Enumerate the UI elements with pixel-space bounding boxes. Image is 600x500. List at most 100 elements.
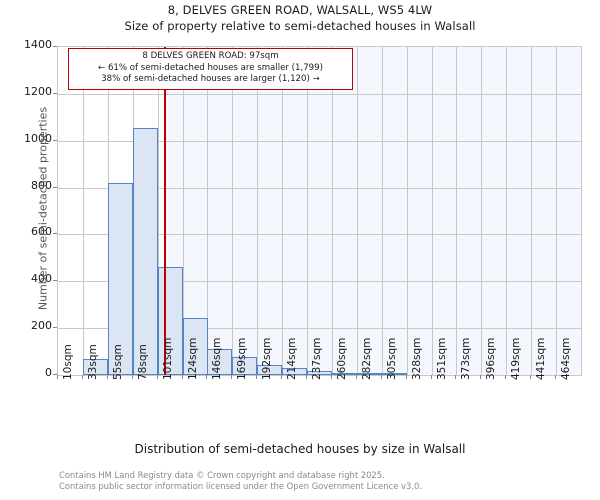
plot-area: [57, 46, 582, 376]
y-axis-tick-mark: [53, 92, 57, 94]
gridline-vertical: [382, 47, 383, 375]
gridline-vertical: [332, 47, 333, 375]
x-axis-tick-label: 419sqm: [510, 338, 522, 380]
gridline-vertical: [357, 47, 358, 375]
y-axis-title: Number of semi-detached properties: [36, 106, 50, 311]
gridline-vertical: [456, 47, 457, 375]
x-axis-tick-mark: [431, 375, 432, 379]
x-axis-tick-label: 55sqm: [112, 344, 124, 380]
x-axis-tick-label: 441sqm: [535, 338, 547, 380]
x-axis-tick-label: 146sqm: [211, 338, 223, 380]
gridline-vertical: [232, 47, 233, 375]
gridline-vertical: [432, 47, 433, 375]
x-axis-tick-mark: [206, 375, 207, 379]
x-axis-tick-mark: [157, 375, 158, 379]
y-axis-tick-mark: [53, 186, 57, 188]
x-axis-tick-label: 305sqm: [386, 338, 398, 380]
gridline-horizontal: [58, 94, 581, 95]
x-axis-tick-label: 396sqm: [485, 338, 497, 380]
x-axis-tick-label: 260sqm: [336, 338, 348, 380]
x-axis-tick-mark: [331, 375, 332, 379]
x-axis-tick-label: 192sqm: [261, 338, 273, 380]
x-axis-tick-label: 33sqm: [87, 344, 99, 380]
x-axis-tick-label: 351sqm: [436, 338, 448, 380]
callout-line-property: 8 DELVES GREEN ROAD: 97sqm: [142, 51, 279, 61]
histogram-bar: [133, 128, 158, 375]
histogram-bar: [207, 349, 232, 375]
larger-properties-shaded-region: [164, 47, 581, 375]
x-axis-tick-label: 101sqm: [162, 338, 174, 380]
x-axis-tick-mark: [256, 375, 257, 379]
attribution-footer: Contains HM Land Registry data © Crown c…: [59, 470, 599, 491]
x-axis-tick-mark: [505, 375, 506, 379]
x-axis-tick-label: 237sqm: [311, 338, 323, 380]
histogram-bar: [332, 373, 357, 375]
x-axis-tick-mark: [455, 375, 456, 379]
x-axis-title: Distribution of semi-detached houses by …: [134, 442, 466, 456]
x-axis-tick-label: 328sqm: [411, 338, 423, 380]
x-axis-tick-mark: [480, 375, 481, 379]
y-axis-tick-label: 1000: [24, 131, 52, 145]
gridline-horizontal: [58, 281, 581, 282]
gridline-vertical: [183, 47, 184, 375]
histogram-bar: [307, 371, 332, 375]
gridline-vertical: [257, 47, 258, 375]
gridline-horizontal: [58, 328, 581, 329]
gridline-vertical: [556, 47, 557, 375]
plot-inner: [58, 47, 581, 375]
callout-line-smaller: ← 61% of semi-detached houses are smalle…: [98, 62, 323, 73]
x-axis-tick-label: 10sqm: [62, 344, 74, 380]
histogram-bar: [257, 365, 282, 375]
gridline-horizontal: [58, 141, 581, 142]
y-axis-tick-mark: [53, 280, 57, 282]
y-axis-tick-mark: [53, 233, 57, 235]
x-axis-tick-mark: [132, 375, 133, 379]
x-axis-tick-mark: [107, 375, 108, 379]
x-axis-tick-label: 282sqm: [361, 338, 373, 380]
x-axis-tick-mark: [231, 375, 232, 379]
gridline-vertical: [282, 47, 283, 375]
histogram-bar: [282, 368, 307, 375]
callout-line-larger: 38% of semi-detached houses are larger (…: [101, 74, 320, 85]
gridline-vertical: [481, 47, 482, 375]
x-axis-tick-mark: [306, 375, 307, 379]
x-axis-tick-mark: [381, 375, 382, 379]
gridline-vertical: [531, 47, 532, 375]
x-axis-tick-mark: [281, 375, 282, 379]
y-axis-tick-label: 800: [31, 178, 52, 192]
y-axis-tick-label: 400: [31, 272, 52, 286]
footer-line-1: Contains HM Land Registry data © Crown c…: [59, 470, 385, 480]
x-axis-tick-mark: [57, 375, 58, 379]
gridline-horizontal: [58, 234, 581, 235]
y-axis-tick-label: 0: [45, 366, 52, 379]
histogram-bar: [108, 183, 133, 375]
x-axis-tick-label: 373sqm: [460, 338, 472, 380]
x-axis-tick-mark: [530, 375, 531, 379]
y-axis-tick-label: 1400: [24, 38, 52, 51]
x-axis-tick-label: 78sqm: [137, 344, 149, 380]
y-axis-tick-mark: [53, 374, 57, 375]
x-axis-tick-mark: [406, 375, 407, 379]
y-axis-tick-label: 600: [31, 225, 52, 239]
chart-subtitle: Size of property relative to semi-detach…: [124, 19, 476, 33]
x-axis-tick-mark: [356, 375, 357, 379]
gridline-vertical: [158, 47, 159, 375]
chart-title-block: 8, DELVES GREEN ROAD, WALSALL, WS5 4LW S…: [0, 2, 600, 34]
footer-line-2: Contains public sector information licen…: [59, 480, 422, 491]
property-marker-callout: 8 DELVES GREEN ROAD: 97sqm ← 61% of semi…: [68, 48, 353, 90]
x-axis-tick-label: 169sqm: [236, 338, 248, 380]
gridline-horizontal: [58, 188, 581, 189]
histogram-bar: [357, 373, 382, 375]
y-axis-tick-label: 200: [31, 319, 52, 333]
gridline-vertical: [407, 47, 408, 375]
x-axis-tick-mark: [555, 375, 556, 379]
page-title: 8, DELVES GREEN ROAD, WALSALL, WS5 4LW: [167, 3, 433, 17]
y-axis-tick-mark: [53, 327, 57, 329]
x-axis-tick-mark: [82, 375, 83, 379]
y-axis-labels: 0 200 400 600 800 1000 1200 1400: [0, 0, 52, 500]
histogram-bar: [232, 357, 257, 375]
histogram-bar: [382, 373, 407, 375]
property-size-marker-line: [163, 47, 166, 375]
gridline-vertical: [83, 47, 84, 375]
